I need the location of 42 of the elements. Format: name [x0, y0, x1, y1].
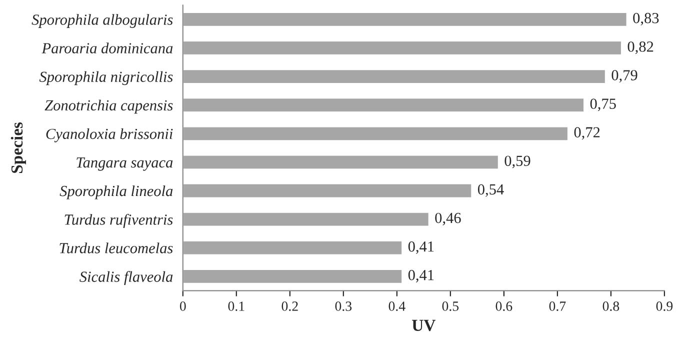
- x-tick-label: 0.9: [656, 302, 673, 311]
- x-tick-label: 0.1: [228, 302, 244, 311]
- data-label: 0,72: [574, 127, 600, 140]
- bar: [182, 12, 628, 28]
- data-label: 0,75: [590, 98, 616, 112]
- y-tick-label: Turdus rufiventris: [64, 214, 173, 228]
- data-label: 0,41: [408, 270, 434, 282]
- y-tick-label: Sicalis flaveola: [80, 271, 173, 286]
- x-tick-label: 0.2: [282, 302, 298, 311]
- x-axis-title: UV: [412, 320, 436, 332]
- x-tick-label: 0.5: [442, 302, 459, 311]
- bar: [182, 240, 403, 256]
- y-tick-label: Sporophila nigricollis: [39, 71, 173, 86]
- bar: [182, 97, 585, 113]
- y-tick-label: Paroaria dominicana: [42, 42, 173, 54]
- bar: [182, 68, 606, 84]
- data-label: 0,46: [435, 212, 461, 226]
- x-tick-label: 0.6: [496, 302, 512, 311]
- x-tick-label: 0.7: [549, 302, 566, 311]
- y-tick-label: Turdus leucomelas: [60, 242, 173, 254]
- bar: [182, 40, 622, 56]
- bar: [182, 154, 500, 170]
- y-tick-label: Tangara sayaca: [76, 157, 173, 171]
- bar: [182, 268, 403, 284]
- bar: [182, 182, 473, 199]
- y-tick-label: Sporophila lineola: [60, 185, 173, 200]
- y-tick-label: Sporophila albogularis: [32, 14, 173, 28]
- data-label: 0,54: [478, 184, 504, 197]
- x-tick-label: 0.8: [602, 302, 620, 311]
- bar: [182, 211, 430, 228]
- y-axis-title: Species: [10, 122, 26, 173]
- y-tick-label: Cyanoloxia brissonii: [46, 128, 173, 142]
- data-label: 0,79: [612, 70, 638, 83]
- x-tick-label: 0.3: [335, 302, 352, 311]
- data-label: 0,41: [408, 241, 434, 254]
- data-label: 0,59: [504, 156, 530, 168]
- x-tick-label: 0: [180, 302, 186, 311]
- y-tick-label: Zonotrichia capensis: [44, 100, 173, 114]
- data-label: 0,83: [633, 12, 659, 26]
- data-label: 0,82: [628, 41, 654, 54]
- x-tick-label: 0.4: [388, 302, 406, 311]
- bar: [182, 126, 569, 142]
